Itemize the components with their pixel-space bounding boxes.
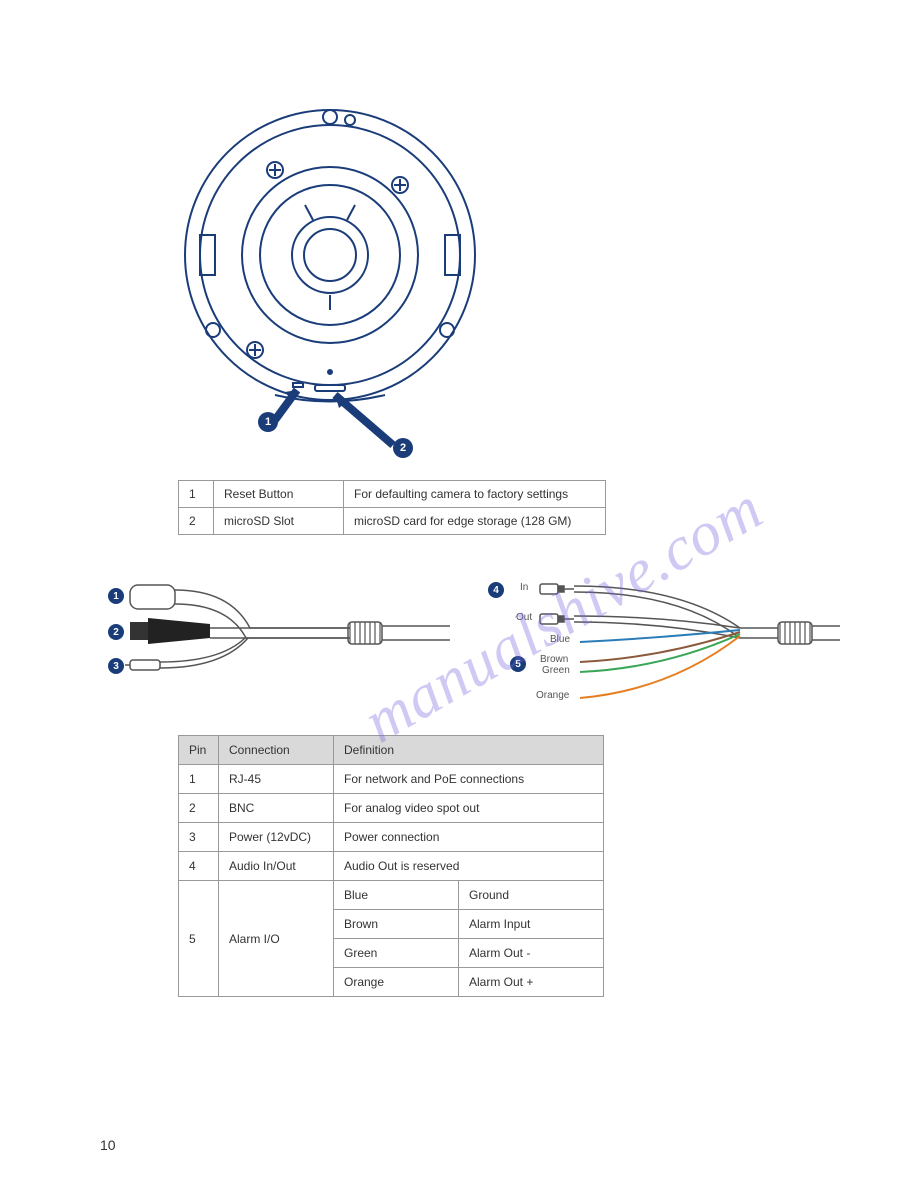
cell-def-b: Ground <box>459 881 604 910</box>
table-header-row: Pin Connection Definition <box>179 736 604 765</box>
cell-def: For analog video spot out <box>334 794 604 823</box>
table-row: 3 Power (12vDC) Power connection <box>179 823 604 852</box>
cable-diagrams: 1 2 3 <box>100 580 818 710</box>
cell-num: 2 <box>179 508 214 535</box>
label-out: Out <box>516 612 532 623</box>
cell-desc: For defaulting camera to factory setting… <box>344 481 606 508</box>
label-in: In <box>520 582 528 593</box>
cell-def: Power connection <box>334 823 604 852</box>
cable-callout-5: 5 <box>510 656 526 672</box>
cell-def: For network and PoE connections <box>334 765 604 794</box>
table-row: 4 Audio In/Out Audio Out is reserved <box>179 852 604 881</box>
label-orange: Orange <box>536 690 569 701</box>
table-row: 2 BNC For analog video spot out <box>179 794 604 823</box>
table-row: 5 Alarm I/O Blue Ground <box>179 881 604 910</box>
camera-callout-1: 1 <box>258 412 278 432</box>
cell-name: microSD Slot <box>214 508 344 535</box>
cable-callout-2: 2 <box>108 624 124 640</box>
header-pin: Pin <box>179 736 219 765</box>
cell-def-b: Alarm Input <box>459 910 604 939</box>
camera-callout-2: 2 <box>393 438 413 458</box>
header-def: Definition <box>334 736 604 765</box>
cell-def-a: Blue <box>334 881 459 910</box>
pin-connection-table: Pin Connection Definition 1 RJ-45 For ne… <box>178 735 604 997</box>
cell-conn: Power (12vDC) <box>219 823 334 852</box>
page-number: 10 <box>100 1137 116 1153</box>
cell-def: Audio Out is reserved <box>334 852 604 881</box>
cell-conn: Alarm I/O <box>219 881 334 997</box>
label-blue: Blue <box>550 634 570 645</box>
cell-conn: BNC <box>219 794 334 823</box>
table-row: 2 microSD Slot microSD card for edge sto… <box>179 508 606 535</box>
cell-name: Reset Button <box>214 481 344 508</box>
cable-callout-3: 3 <box>108 658 124 674</box>
cell-def-a: Orange <box>334 968 459 997</box>
cell-def-b: Alarm Out - <box>459 939 604 968</box>
cell-pin: 1 <box>179 765 219 794</box>
table-row: 1 Reset Button For defaulting camera to … <box>179 481 606 508</box>
label-green: Green <box>542 665 570 676</box>
cell-def-a: Green <box>334 939 459 968</box>
cell-num: 1 <box>179 481 214 508</box>
cell-conn: Audio In/Out <box>219 852 334 881</box>
camera-bottom-diagram: 1 2 <box>175 100 485 455</box>
cell-conn: RJ-45 <box>219 765 334 794</box>
cable-callout-1: 1 <box>108 588 124 604</box>
cell-pin: 5 <box>179 881 219 997</box>
cell-pin: 3 <box>179 823 219 852</box>
header-conn: Connection <box>219 736 334 765</box>
cell-pin: 2 <box>179 794 219 823</box>
label-brown: Brown <box>540 654 568 665</box>
cable-callout-4: 4 <box>488 582 504 598</box>
cell-def-a: Brown <box>334 910 459 939</box>
cell-def-b: Alarm Out + <box>459 968 604 997</box>
camera-parts-table: 1 Reset Button For defaulting camera to … <box>178 480 606 535</box>
cell-desc: microSD card for edge storage (128 GM) <box>344 508 606 535</box>
table-row: 1 RJ-45 For network and PoE connections <box>179 765 604 794</box>
cell-pin: 4 <box>179 852 219 881</box>
